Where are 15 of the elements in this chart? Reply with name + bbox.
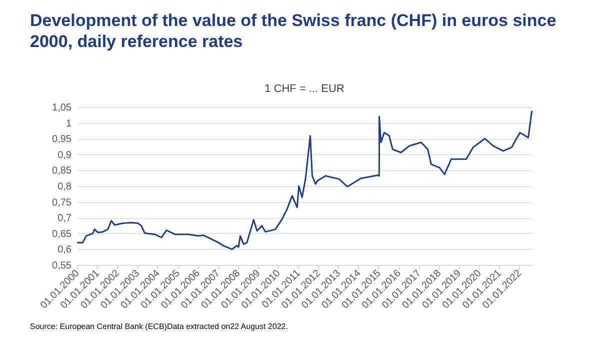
y-tick-label: 0,8 <box>58 182 72 192</box>
y-tick-label: 0,65 <box>52 228 72 240</box>
chart-title: Development of the value of the Swiss franc (CHF) in euros since 2000, daily reference rates <box>30 11 556 51</box>
y-tick-label: 0,85 <box>52 166 72 177</box>
y-tick-label: 1,05 <box>52 102 72 114</box>
y-tick-label: 0,6 <box>58 244 72 256</box>
line-series <box>76 110 533 250</box>
source-note: Source: European Central Bank (ECB)Data extracted on22 August 2022. <box>30 322 288 331</box>
y-tick-label: 0,95 <box>52 134 72 146</box>
y-tick-label: 0,55 <box>52 260 72 272</box>
y-tick-label: 0,9 <box>58 150 72 161</box>
y-tick-label: 0,75 <box>52 197 72 208</box>
y-tick-label: 1 <box>66 118 72 130</box>
y-tick-label: 0,7 <box>58 213 72 224</box>
chart-subtitle: 1 CHF = ... EUR <box>264 83 344 95</box>
